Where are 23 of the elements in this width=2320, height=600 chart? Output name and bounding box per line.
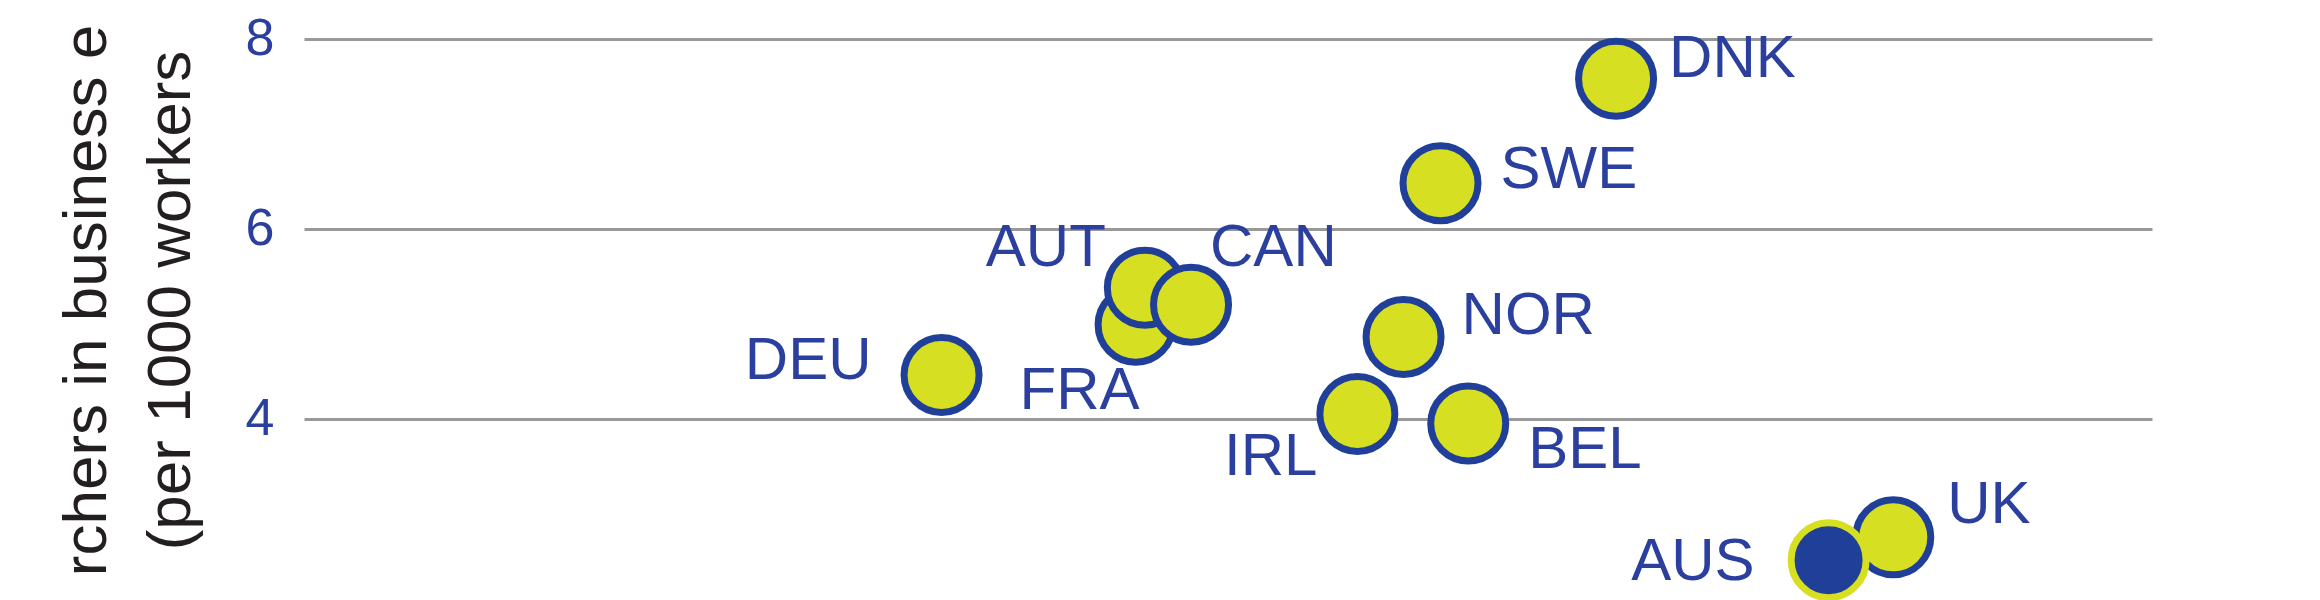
data-label: NOR	[1461, 280, 1595, 348]
point	[1852, 496, 1935, 579]
data-label: UK	[1947, 469, 2031, 537]
point	[1427, 382, 1510, 465]
data-label: AUT	[985, 211, 1106, 279]
point	[1316, 373, 1399, 455]
data-label: DNK	[1669, 22, 1796, 90]
y-axis-title: rchers in business e (per 1000 workers	[49, 24, 203, 577]
data-label: DEU	[744, 325, 872, 392]
y-tick-label: 4	[245, 388, 275, 447]
point	[900, 334, 983, 416]
y-tick-label: 8	[245, 8, 275, 67]
data-label: FRA	[1019, 354, 1140, 422]
point	[1362, 296, 1445, 378]
y-tick-label: 6	[245, 198, 275, 257]
data-label: SWE	[1500, 134, 1638, 202]
data-label: BEL	[1528, 414, 1642, 482]
data-label: IRL	[1223, 420, 1318, 488]
point	[1399, 142, 1482, 225]
data-label: AUS	[1631, 526, 1755, 594]
data-label: CAN	[1210, 211, 1337, 279]
point	[1787, 519, 1870, 600]
point	[1575, 37, 1658, 120]
